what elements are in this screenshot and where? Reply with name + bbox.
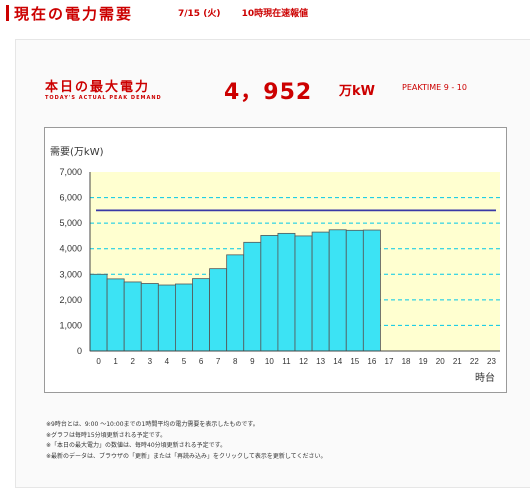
x-tick-label: 4 <box>165 357 170 366</box>
y-tick-label: 3,000 <box>59 269 82 279</box>
y-tick-label: 2,000 <box>59 295 82 305</box>
bar <box>260 235 279 352</box>
note-line: ※最新のデータは、ブラウザの「更新」または「再読み込み」をクリックして表示を更新… <box>46 452 327 460</box>
y-tick-label: 6,000 <box>59 193 82 203</box>
bar <box>311 231 330 352</box>
x-tick-label: 15 <box>350 357 359 366</box>
peak-time: PEAKTIME 9 - 10 <box>402 83 467 92</box>
bar <box>175 283 193 352</box>
bar <box>243 241 262 352</box>
bar <box>192 278 210 352</box>
x-tick-label: 12 <box>299 357 308 366</box>
x-tick-label: 17 <box>385 357 394 366</box>
y-tick-label: 7,000 <box>59 167 82 177</box>
note-line: ※グラフは毎時15分頃更新される予定です。 <box>46 431 167 439</box>
header-status: 10時現在速報値 <box>241 9 309 19</box>
y-tick-label: 1,000 <box>59 320 82 330</box>
bar <box>362 229 381 352</box>
x-tick-label: 14 <box>333 357 342 366</box>
bar <box>123 281 142 352</box>
header-accent-bar <box>6 5 9 21</box>
y-tick-label: 5,000 <box>59 218 82 228</box>
peak-label: 本日の最大電力 <box>45 80 151 95</box>
header-date: 7/15 (火) <box>178 9 221 19</box>
x-tick-label: 2 <box>130 357 135 366</box>
header-meta: 7/15 (火) 10時現在速報値 <box>178 6 326 19</box>
bar <box>209 268 228 352</box>
bar <box>89 273 108 352</box>
bar <box>226 254 245 352</box>
bar <box>328 229 347 352</box>
x-tick-label: 1 <box>113 357 118 366</box>
y-tick-label: 4,000 <box>59 244 82 254</box>
bar <box>277 232 296 352</box>
bar <box>106 278 125 352</box>
peak-value: 4，952 <box>224 80 313 105</box>
peak-sublabel: TODAY'S ACTUAL PEAK DEMAND <box>45 95 162 101</box>
x-tick-label: 22 <box>470 357 479 366</box>
x-tick-label: 8 <box>233 357 238 366</box>
header: 現在の電力需要 7/15 (火) 10時現在速報値 <box>0 0 530 30</box>
bar <box>345 229 364 352</box>
peak-unit: 万kW <box>339 84 375 99</box>
bar <box>157 284 176 352</box>
x-tick-label: 23 <box>487 357 496 366</box>
x-tick-label: 5 <box>182 357 187 366</box>
bar <box>140 283 159 352</box>
x-tick-label: 13 <box>316 357 325 366</box>
note-line: ※9時台とは、9:00 ～10:00までの1時間平均の電力需要を表示したものです… <box>46 421 259 428</box>
x-tick-label: 10 <box>265 357 274 366</box>
x-tick-label: 21 <box>453 357 462 366</box>
note-line: ※「本日の最大電力」の数値は、毎時40分頃更新される予定です。 <box>46 442 227 449</box>
bar <box>294 235 313 352</box>
x-tick-label: 19 <box>419 357 428 366</box>
x-tick-label: 0 <box>96 357 101 366</box>
x-tick-label: 7 <box>216 357 221 366</box>
notes: ※9時台とは、9:00 ～10:00までの1時間平均の電力需要を表示したものです… <box>46 420 327 462</box>
x-tick-label: 11 <box>282 357 291 366</box>
x-axis-label: 時台 <box>475 371 495 384</box>
x-tick-label: 9 <box>250 357 255 366</box>
x-tick-label: 18 <box>402 357 411 366</box>
y-axis-label: 需要(万kW) <box>50 146 104 158</box>
x-tick-label: 20 <box>436 357 445 366</box>
page-title: 現在の電力需要 <box>14 5 134 23</box>
y-tick-label: 0 <box>77 346 82 356</box>
x-tick-label: 16 <box>367 357 376 366</box>
x-tick-label: 6 <box>199 357 204 366</box>
x-tick-label: 3 <box>148 357 153 366</box>
